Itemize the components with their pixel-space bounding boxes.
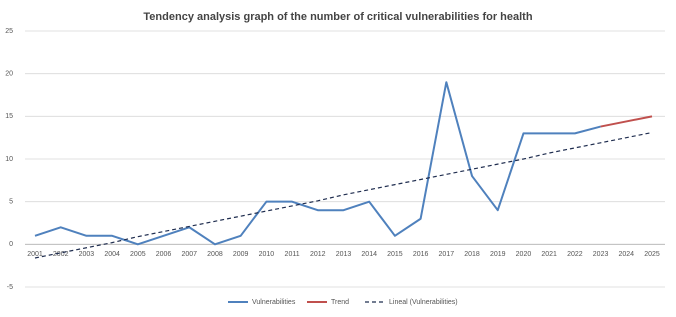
legend-label: Vulnerabilities xyxy=(252,299,296,306)
legend-label: Trend xyxy=(331,299,349,306)
y-tick-label: 20 xyxy=(5,71,13,78)
x-tick-label: 2015 xyxy=(387,251,403,258)
x-tick-label: 2012 xyxy=(310,251,326,258)
series-line xyxy=(34,131,653,259)
y-tick-label: 0 xyxy=(9,241,13,248)
x-tick-label: 2014 xyxy=(361,251,377,258)
chart-title: Tendency analysis graph of the number of… xyxy=(143,11,532,23)
y-tick-label: 25 xyxy=(5,28,13,35)
x-tick-label: 2013 xyxy=(336,251,352,258)
x-tick-label: 2001 xyxy=(27,251,43,258)
x-tick-label: 2019 xyxy=(490,251,506,258)
series-line xyxy=(34,81,601,246)
x-tick-label: 2006 xyxy=(156,251,172,258)
x-tick-label: 2011 xyxy=(285,251,300,258)
x-tick-label: 2004 xyxy=(104,251,120,258)
x-tick-label: 2007 xyxy=(181,251,197,258)
x-tick-label: 2020 xyxy=(516,251,532,258)
y-tick-label: 10 xyxy=(5,156,13,163)
x-tick-label: 2010 xyxy=(259,251,275,258)
y-tick-label: 5 xyxy=(9,199,13,206)
x-tick-label: 2024 xyxy=(619,251,635,258)
y-tick-label: -5 xyxy=(7,284,13,291)
x-tick-label: 2003 xyxy=(79,251,95,258)
x-tick-label: 2018 xyxy=(464,251,480,258)
y-tick-label: 15 xyxy=(5,113,13,120)
x-tick-label: 2016 xyxy=(413,251,429,258)
x-tick-label: 2002 xyxy=(53,251,69,258)
series-line xyxy=(600,115,653,128)
x-tick-label: 2022 xyxy=(567,251,583,258)
x-tick-label: 2025 xyxy=(644,251,660,258)
x-tick-label: 2017 xyxy=(439,251,455,258)
x-tick-label: 2005 xyxy=(130,251,146,258)
x-tick-label: 2023 xyxy=(593,251,609,258)
legend-label: Lineal (Vulnerabilities) xyxy=(389,299,458,306)
x-tick-label: 2009 xyxy=(233,251,249,258)
x-tick-label: 2021 xyxy=(541,251,557,258)
x-tick-label: 2008 xyxy=(207,251,223,258)
